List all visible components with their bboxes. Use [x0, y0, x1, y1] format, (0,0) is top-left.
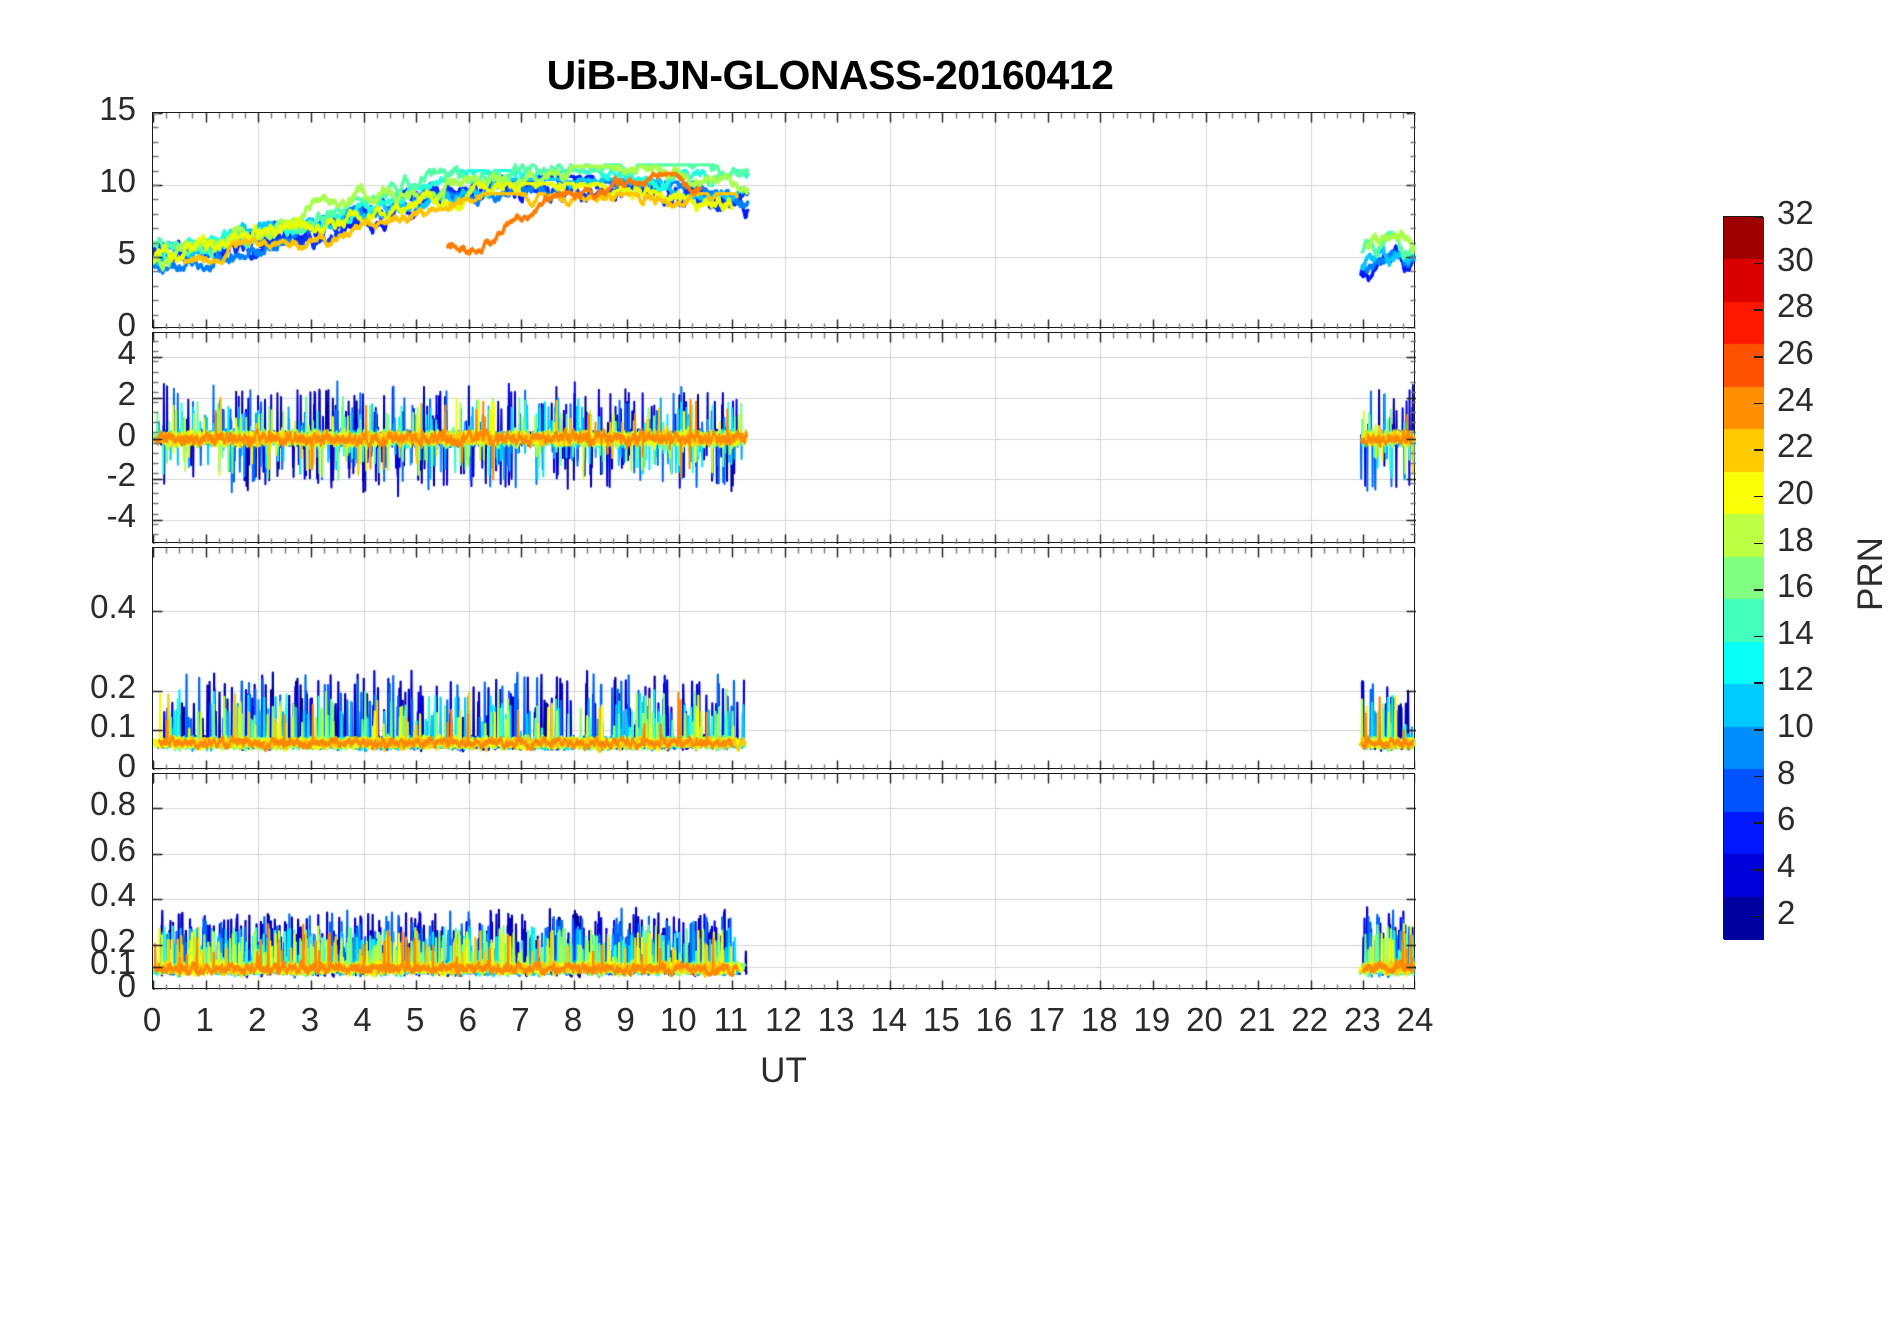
colorbar — [1723, 216, 1764, 940]
ytick-s4-2: 0.2 — [90, 667, 136, 705]
colorbar-tickmark-20 — [1754, 495, 1763, 498]
colorbar-tickmark-28 — [1754, 309, 1763, 311]
colorbar-tick-8: 8 — [1777, 753, 1796, 791]
ytick-sigma_phi-5: 0.8 — [90, 785, 136, 823]
xtick-13: 13 — [817, 1001, 855, 1038]
colorbar-tick-24: 24 — [1777, 380, 1814, 418]
ytick-sigma_phi-2: 0.2 — [90, 921, 136, 959]
ytick-sigma_phi-1: 0.1 — [90, 944, 136, 982]
xtick-4: 4 — [353, 1001, 372, 1038]
ytick-s4-0: 0 — [117, 747, 136, 784]
colorbar-tickmark-18 — [1754, 542, 1763, 545]
xtick-6: 6 — [458, 1001, 477, 1038]
colorbar-tickmark-4 — [1754, 869, 1763, 871]
panel-rot — [152, 332, 1416, 544]
colorbar-tick-20: 20 — [1777, 473, 1814, 511]
ytick-vtec-3: 15 — [99, 90, 136, 127]
colorbar-tickmark-30 — [1754, 262, 1763, 265]
colorbar-tick-30: 30 — [1777, 240, 1814, 278]
xtick-9: 9 — [616, 1001, 635, 1038]
xtick-7: 7 — [511, 1001, 530, 1038]
xtick-5: 5 — [405, 1001, 425, 1038]
colorbar-tick-28: 28 — [1777, 287, 1814, 325]
s4-plot-canvas — [153, 548, 1416, 770]
colorbar-tickmark-22 — [1754, 449, 1763, 451]
ytick-vtec-1: 5 — [117, 234, 136, 271]
panel-sigma-phi — [152, 773, 1416, 990]
xtick-24: 24 — [1396, 1001, 1434, 1038]
xtick-1: 1 — [195, 1001, 214, 1038]
colorbar-tick-18: 18 — [1777, 520, 1814, 558]
xtick-16: 16 — [975, 1001, 1013, 1038]
colorbar-tick-22: 22 — [1777, 427, 1814, 465]
sigma-phi-plot-canvas — [153, 774, 1416, 990]
colorbar-title: PRN — [1851, 536, 1890, 611]
panel-vtec — [152, 112, 1416, 329]
colorbar-tickmark-16 — [1754, 589, 1763, 591]
colorbar-canvas — [1724, 217, 1764, 940]
colorbar-tick-12: 12 — [1777, 660, 1814, 698]
colorbar-tickmark-24 — [1754, 402, 1763, 405]
xtick-2: 2 — [248, 1001, 267, 1038]
xtick-8: 8 — [563, 1001, 583, 1038]
colorbar-tickmark-12 — [1754, 682, 1763, 685]
vtec-plot-canvas — [153, 113, 1416, 329]
colorbar-tick-4: 4 — [1777, 847, 1796, 885]
ytick-s4-1: 0.1 — [90, 707, 136, 745]
ytick-rot-2: 0 — [117, 415, 136, 453]
xtick-15: 15 — [923, 1001, 960, 1038]
xtick-3: 3 — [300, 1001, 320, 1038]
xtick-12: 12 — [765, 1001, 802, 1038]
ytick-sigma_phi-0: 0 — [117, 967, 136, 1004]
ytick-s4-3: 0.4 — [90, 588, 136, 626]
xtick-22: 22 — [1291, 1001, 1329, 1038]
colorbar-tick-10: 10 — [1777, 707, 1814, 745]
colorbar-tickmark-2 — [1754, 915, 1763, 918]
xtick-11: 11 — [713, 1001, 748, 1038]
xtick-14: 14 — [870, 1001, 908, 1038]
colorbar-tick-32: 32 — [1777, 194, 1814, 231]
colorbar-tickmark-8 — [1754, 775, 1763, 778]
ytick-rot-3: 2 — [117, 374, 136, 412]
ytick-vtec-2: 10 — [99, 162, 136, 199]
ytick-rot-1: -2 — [106, 456, 136, 494]
colorbar-tickmark-26 — [1754, 355, 1763, 358]
xtick-18: 18 — [1080, 1001, 1118, 1038]
xtick-17: 17 — [1028, 1001, 1065, 1038]
colorbar-tick-26: 26 — [1777, 333, 1814, 371]
xtick-10: 10 — [659, 1001, 697, 1038]
colorbar-tickmark-14 — [1754, 635, 1763, 638]
xtick-19: 19 — [1133, 1001, 1171, 1038]
colorbar-tick-6: 6 — [1777, 800, 1796, 838]
colorbar-tickmark-10 — [1754, 729, 1763, 731]
xtick-23: 23 — [1344, 1001, 1381, 1038]
colorbar-tickmark-32 — [1754, 216, 1763, 218]
colorbar-tickmark-6 — [1754, 822, 1763, 824]
xtick-0: 0 — [142, 1001, 162, 1038]
ytick-rot-4: 4 — [117, 334, 136, 372]
panel-s4 — [152, 547, 1416, 770]
xtick-21: 21 — [1238, 1001, 1276, 1038]
colorbar-tick-2: 2 — [1777, 893, 1796, 931]
ytick-rot-0: -4 — [106, 496, 136, 534]
ytick-vtec-0: 0 — [117, 306, 136, 343]
xtick-20: 20 — [1186, 1001, 1223, 1038]
axis-label-x: UT — [760, 1051, 807, 1090]
ytick-sigma_phi-4: 0.6 — [90, 830, 136, 868]
rot-plot-canvas — [153, 333, 1416, 544]
ytick-sigma_phi-3: 0.4 — [90, 876, 136, 914]
colorbar-tick-16: 16 — [1777, 567, 1814, 605]
colorbar-tick-14: 14 — [1777, 613, 1814, 651]
figure-title: UiB-BJN-GLONASS-20160412 — [546, 52, 1114, 98]
